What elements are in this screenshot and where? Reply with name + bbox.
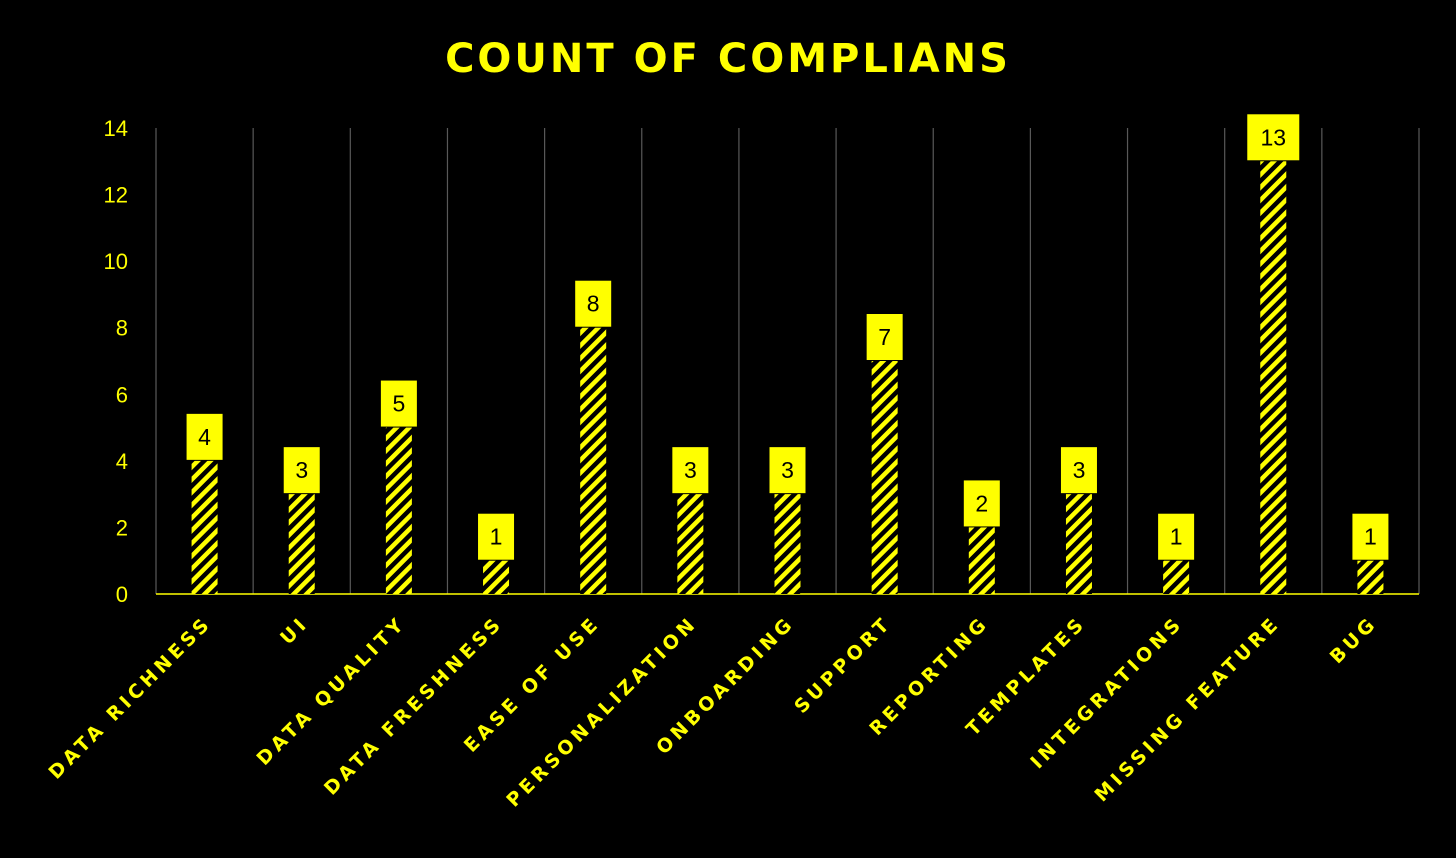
data-label-box xyxy=(1352,513,1389,560)
y-tick-label: 14 xyxy=(104,116,128,141)
bar xyxy=(1163,560,1190,594)
bar xyxy=(580,327,607,594)
bar xyxy=(871,361,898,594)
data-label-box xyxy=(866,314,903,360)
y-tick-label: 4 xyxy=(116,449,128,474)
bar xyxy=(288,494,315,594)
data-label-box xyxy=(672,447,709,494)
data-label-box xyxy=(963,480,1000,527)
y-tick-label: 12 xyxy=(104,183,128,208)
data-label: 3 xyxy=(1073,457,1086,483)
data-label: 7 xyxy=(878,324,891,350)
bar xyxy=(483,560,510,594)
bar xyxy=(1260,161,1287,595)
data-label: 3 xyxy=(781,457,794,483)
y-tick-label: 8 xyxy=(116,316,128,341)
data-label: 8 xyxy=(587,291,600,317)
data-label-box xyxy=(283,447,320,494)
bar xyxy=(774,494,801,594)
gridlines xyxy=(155,128,1420,594)
data-label: 4 xyxy=(198,424,211,450)
bar xyxy=(677,494,704,594)
data-label: 1 xyxy=(1364,524,1377,550)
bar xyxy=(1357,560,1384,594)
data-label: 5 xyxy=(392,391,405,417)
data-label-box xyxy=(769,447,806,494)
data-label: 3 xyxy=(684,457,697,483)
y-tick-label: 2 xyxy=(116,515,128,540)
data-label: 13 xyxy=(1260,124,1286,150)
data-labels: 4 3 5 1 8 3 3 7 2 3 1 13 1 xyxy=(186,114,1389,560)
data-label: 2 xyxy=(975,490,988,516)
bar xyxy=(968,527,995,594)
y-tick-label: 6 xyxy=(116,382,128,407)
data-label: 1 xyxy=(1170,524,1183,550)
bar xyxy=(1065,494,1092,594)
data-label-box xyxy=(478,513,515,560)
data-label-box xyxy=(1060,447,1097,494)
y-tick-label: 0 xyxy=(116,582,128,607)
bar xyxy=(191,460,218,594)
data-label-box xyxy=(380,380,417,427)
data-label-box xyxy=(1158,513,1195,560)
bars xyxy=(191,161,1384,595)
data-label: 3 xyxy=(295,457,308,483)
chart-title: COUNT OF COMPLIANS xyxy=(445,36,1011,82)
data-label-box xyxy=(575,280,612,327)
bar xyxy=(385,427,412,594)
data-label: 1 xyxy=(490,524,503,550)
data-label-box xyxy=(1247,114,1300,161)
data-label-box xyxy=(186,413,223,460)
y-tick-label: 10 xyxy=(104,249,128,274)
